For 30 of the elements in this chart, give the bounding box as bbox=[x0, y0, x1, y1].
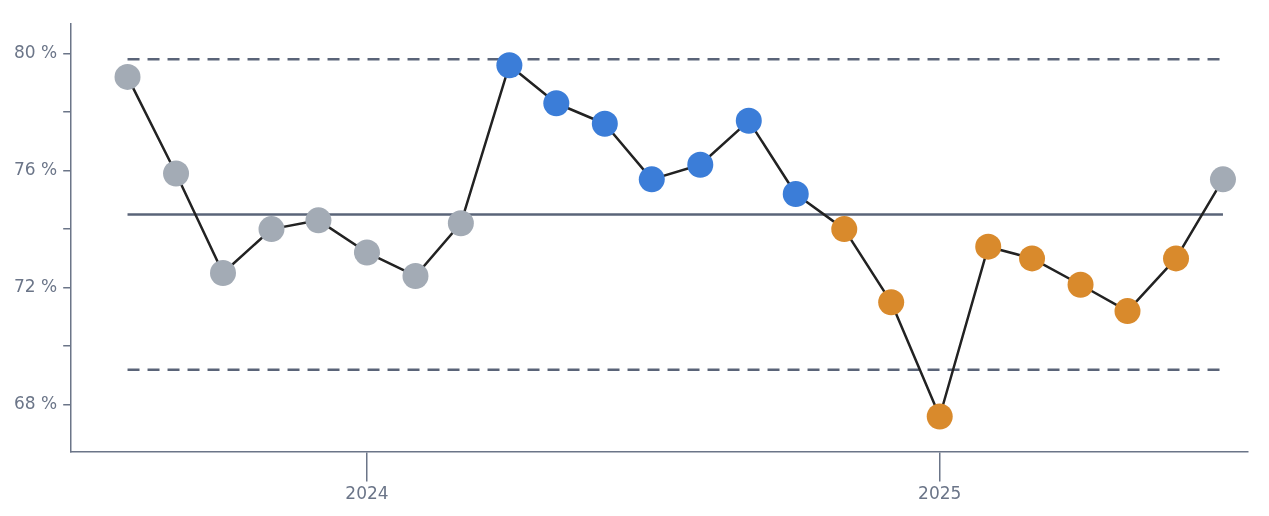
point bbox=[926, 403, 953, 430]
y-tick-label: 76 % bbox=[13, 158, 58, 179]
point bbox=[114, 63, 141, 90]
point bbox=[1019, 245, 1046, 272]
point bbox=[1209, 166, 1236, 193]
point bbox=[735, 107, 762, 134]
point bbox=[1163, 245, 1190, 272]
point bbox=[687, 151, 714, 178]
point bbox=[496, 52, 523, 79]
x-tick-label: 2024 bbox=[345, 483, 389, 504]
x-tick-label: 2025 bbox=[918, 483, 962, 504]
point bbox=[447, 210, 474, 237]
point bbox=[1067, 271, 1094, 298]
point bbox=[163, 160, 190, 187]
point bbox=[831, 216, 858, 243]
point bbox=[353, 239, 380, 266]
point bbox=[1114, 298, 1141, 325]
point bbox=[878, 289, 905, 316]
point bbox=[209, 260, 236, 287]
point bbox=[591, 110, 618, 137]
point bbox=[258, 216, 285, 243]
y-tick-label: 80 % bbox=[13, 41, 58, 62]
point bbox=[975, 233, 1002, 260]
point bbox=[638, 166, 665, 193]
y-tick-label: 72 % bbox=[13, 276, 58, 297]
point bbox=[402, 262, 429, 289]
point bbox=[305, 207, 332, 234]
y-tick-label: 68 % bbox=[13, 393, 58, 414]
point bbox=[543, 90, 570, 117]
point bbox=[782, 180, 809, 207]
